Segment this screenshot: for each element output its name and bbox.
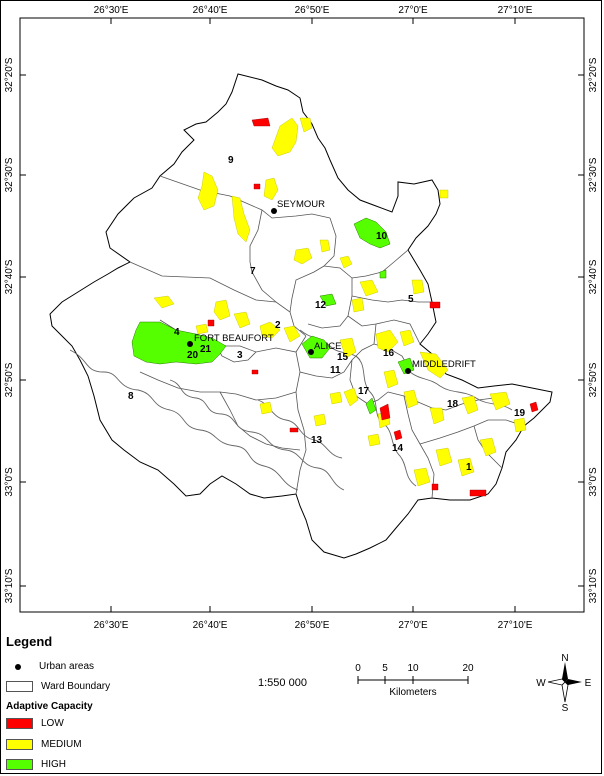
lon-label-bottom: 26°40'E: [193, 620, 228, 631]
urban-area-markers: [187, 208, 411, 374]
legend-low-row: LOW: [6, 718, 64, 729]
ward-label: 18: [447, 399, 459, 410]
ward-label: 9: [228, 155, 234, 166]
urban-area-fort-beaufort: [187, 341, 193, 347]
medium-swatch: [6, 739, 33, 750]
north-arrow-icon: N S E W: [536, 653, 592, 712]
lat-label-left: 32°30'S: [4, 157, 15, 192]
town-label-alice: ALICE: [314, 341, 341, 352]
town-label-fort-beaufort: FORT BEAUFORT: [194, 333, 274, 344]
ward-label: 5: [408, 294, 414, 305]
lat-label-right: 32°50'S: [588, 362, 599, 397]
legend-urban-label: Urban areas: [39, 661, 95, 672]
lat-label-left: 32°40'S: [4, 259, 15, 294]
scale-ratio: 1:550 000: [258, 677, 307, 689]
legend: Legend Urban areas Ward Boundary Adaptiv…: [6, 634, 206, 770]
legend-ward-label: Ward Boundary: [41, 681, 111, 692]
lon-label-bottom: 27°10'E: [498, 620, 533, 631]
ward-label: 15: [337, 352, 349, 363]
lat-label-right: 32°40'S: [588, 259, 599, 294]
lon-label-top: 26°30'E: [94, 5, 129, 16]
legend-ward-row: Ward Boundary: [6, 681, 110, 692]
ward-label: 10: [376, 231, 388, 242]
lat-label-left: 33°10'S: [4, 568, 15, 603]
lon-label-top: 27°0'E: [398, 5, 428, 16]
legend-high-label: HIGH: [41, 759, 66, 770]
lon-label-top: 27°10'E: [498, 5, 533, 16]
scale-tick-label: 20: [462, 663, 474, 674]
ward-label: 7: [250, 266, 256, 277]
town-label-seymour: SEYMOUR: [277, 199, 325, 210]
lon-label-bottom: 26°50'E: [295, 620, 330, 631]
legend-medium-label: MEDIUM: [41, 739, 82, 750]
ward-label: 2: [275, 320, 281, 331]
ward-label: 14: [392, 443, 404, 454]
east-label: E: [585, 678, 592, 689]
ward-label: 17: [358, 386, 370, 397]
lon-label-top: 26°50'E: [295, 5, 330, 16]
legend-capacity-title: Adaptive Capacity: [6, 701, 93, 712]
scale-tick-label: 5: [382, 663, 388, 674]
lat-label-right: 32°20'S: [588, 57, 599, 92]
high-swatch: [6, 759, 33, 770]
ward-boundary-swatch: [6, 681, 33, 692]
south-label: S: [562, 703, 569, 712]
medium-capacity-areas: [153, 117, 527, 487]
ward-label: 4: [174, 327, 180, 338]
legend-high-row: HIGH: [6, 759, 66, 770]
lon-label-bottom: 27°0'E: [398, 620, 428, 631]
ward-label: 11: [330, 365, 341, 376]
scale-unit: Kilometers: [389, 687, 436, 698]
municipality-outline: [49, 73, 553, 559]
ward-label: 20: [187, 350, 199, 361]
ward-label: 16: [383, 348, 395, 359]
ward-label: 19: [514, 408, 526, 419]
scale-bar: 0 5 10 20 Kilometers: [355, 663, 474, 698]
north-label: N: [561, 653, 568, 664]
lon-label-top: 26°40'E: [193, 5, 228, 16]
lat-label-right: 32°30'S: [588, 157, 599, 192]
scale-tick-label: 0: [355, 663, 361, 674]
lat-label-right: 33°10'S: [588, 568, 599, 603]
lat-label-left: 32°20'S: [4, 57, 15, 92]
legend-urban-row: Urban areas: [6, 661, 94, 672]
lat-label-right: 33°0'S: [588, 467, 599, 497]
ward-label: 13: [311, 435, 323, 446]
urban-area-alice: [308, 349, 314, 355]
west-label: W: [536, 678, 546, 689]
ward-label: 12: [315, 300, 327, 311]
legend-low-label: LOW: [41, 718, 64, 729]
ward-label: 8: [128, 391, 134, 402]
legend-title: Legend: [6, 634, 53, 649]
urban-area-seymour: [271, 208, 277, 214]
town-label-middledrift: MIDDLEDRIFT: [412, 359, 476, 370]
low-swatch: [6, 718, 33, 729]
low-capacity-areas: [207, 117, 539, 497]
ward-label: 3: [237, 350, 243, 361]
ward-label: 1: [466, 462, 472, 473]
map-canvas: 26°30'E 26°40'E 26°50'E 27°0'E 27°10'E 2…: [4, 5, 599, 631]
lat-label-left: 32°50'S: [4, 362, 15, 397]
legend-medium-row: MEDIUM: [6, 739, 82, 750]
lon-label-bottom: 26°30'E: [94, 620, 129, 631]
lat-label-left: 33°0'S: [4, 467, 15, 497]
graticule-ticks: [20, 18, 584, 612]
scale-tick-label: 10: [407, 663, 419, 674]
urban-area-middledrift: [405, 368, 411, 374]
urban-dot-icon: [15, 663, 21, 670]
ward-label: 21: [200, 344, 212, 355]
